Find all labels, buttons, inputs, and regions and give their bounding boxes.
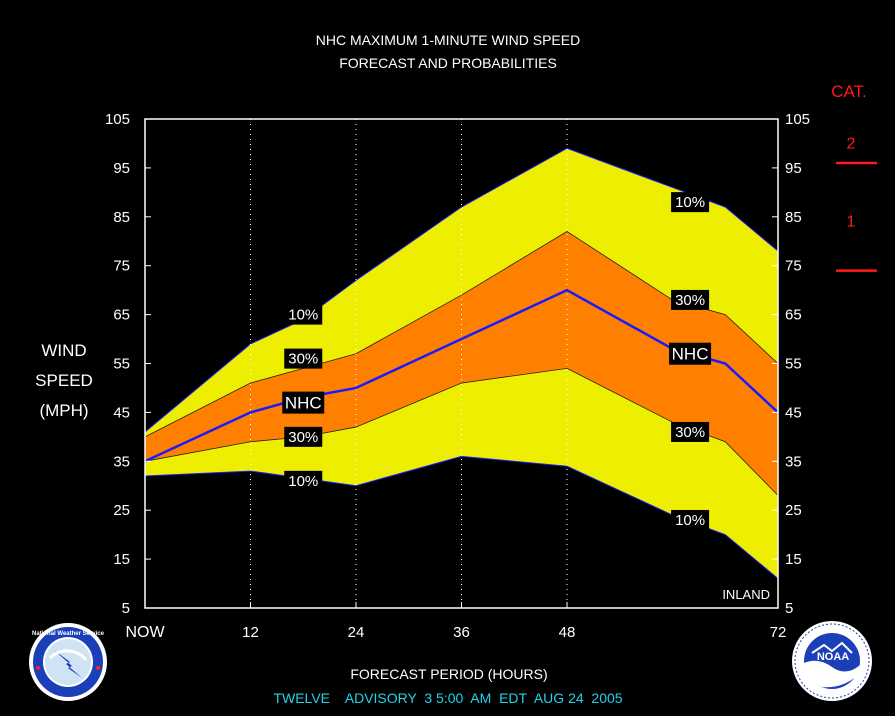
y-tick-label-left: 15	[113, 551, 130, 568]
y-tick-label-right: 25	[785, 502, 802, 519]
nws-logo: National Weather Service	[29, 623, 107, 701]
y-axis-label-line-2: SPEED	[35, 371, 93, 390]
advisory-footer: TWELVE ADVISORY 3 5:00 AM EDT AUG 24 200…	[273, 690, 622, 706]
band-label: 10%	[284, 304, 323, 325]
band-label: 10%	[284, 470, 323, 491]
band-label-text: NHC	[672, 345, 709, 364]
y-tick-label-left: 25	[113, 502, 130, 519]
y-tick-label-right: 65	[785, 307, 802, 324]
y-tick-label-right: 75	[785, 258, 802, 275]
y-tick-label-left: 35	[113, 453, 130, 470]
band-label: 30%	[671, 421, 710, 442]
inland-annotation: INLAND	[722, 587, 770, 602]
y-tick-label-left: 85	[113, 209, 130, 226]
band-label: 30%	[284, 426, 323, 447]
y-axis-right: 5 15 25 35 45 55 65 75 85 95 105	[772, 111, 810, 617]
band-label-text: 30%	[675, 424, 705, 441]
band-label-text: 10%	[675, 512, 705, 529]
band-label-text: 10%	[288, 307, 318, 324]
y-tick-label-left: 105	[105, 111, 130, 128]
y-tick-label-left: 5	[122, 600, 130, 617]
band-label-text: 30%	[288, 429, 318, 446]
x-axis-label: FORECAST PERIOD (HOURS)	[350, 666, 547, 682]
band-label-text: 30%	[288, 351, 318, 368]
plot-area: 10% 30% NHC 30% 10% 10% 30% NHC 30% 10% INLAND	[144, 118, 779, 609]
y-tick-label-left: 75	[113, 258, 130, 275]
x-tick-label: 72	[770, 624, 787, 641]
y-tick-label-left: 95	[113, 160, 130, 177]
y-axis-label-line-1: WIND	[41, 341, 86, 360]
band-label-text: 30%	[675, 292, 705, 309]
chart-title: NHC MAXIMUM 1-MINUTE WIND SPEED	[316, 32, 580, 48]
band-label: 30%	[284, 348, 323, 369]
band-label-text: 10%	[288, 473, 318, 490]
y-axis-left: 5 15 25 35 45 55 65 75 85 95 105	[105, 111, 151, 617]
band-label: 10%	[671, 509, 710, 530]
y-tick-label-right: 85	[785, 209, 802, 226]
y-tick-label-right: 55	[785, 356, 802, 373]
category-header: CAT.	[831, 82, 867, 101]
y-tick-label-right: 95	[785, 160, 802, 177]
y-tick-label-right: 5	[785, 600, 793, 617]
band-label: 30%	[671, 289, 710, 310]
y-tick-label-right: 35	[785, 453, 802, 470]
category-scale: CAT. 2 1	[831, 82, 877, 272]
y-tick-label-right: 15	[785, 551, 802, 568]
band-label-text: NHC	[285, 394, 322, 413]
y-tick-label-left: 45	[113, 404, 130, 421]
chart-subtitle: FORECAST AND PROBABILITIES	[339, 55, 557, 71]
y-tick-label-right: 45	[785, 404, 802, 421]
y-tick-label-right: 105	[785, 111, 810, 128]
band-label: NHC	[282, 391, 325, 414]
x-tick-label: NOW	[125, 624, 165, 641]
category-label: 1	[847, 214, 856, 231]
x-axis: NOW 12 24 36 48 72	[125, 602, 786, 641]
x-tick-label: 24	[348, 624, 365, 641]
x-tick-label: 36	[453, 624, 470, 641]
y-tick-label-left: 55	[113, 356, 130, 373]
category-label: 2	[847, 135, 856, 152]
noaa-logo-wordmark: NOAA	[817, 651, 849, 663]
nws-logo-wordmark: National Weather Service	[32, 631, 105, 637]
x-tick-label: 12	[242, 624, 259, 641]
y-axis-label-line-3: (MPH)	[39, 401, 88, 420]
y-tick-label-left: 65	[113, 307, 130, 324]
x-tick-label: 48	[559, 624, 576, 641]
band-label: 10%	[671, 192, 710, 213]
noaa-logo: NOAA	[792, 621, 872, 701]
band-label-text: 10%	[675, 194, 705, 211]
band-label: NHC	[669, 342, 712, 365]
